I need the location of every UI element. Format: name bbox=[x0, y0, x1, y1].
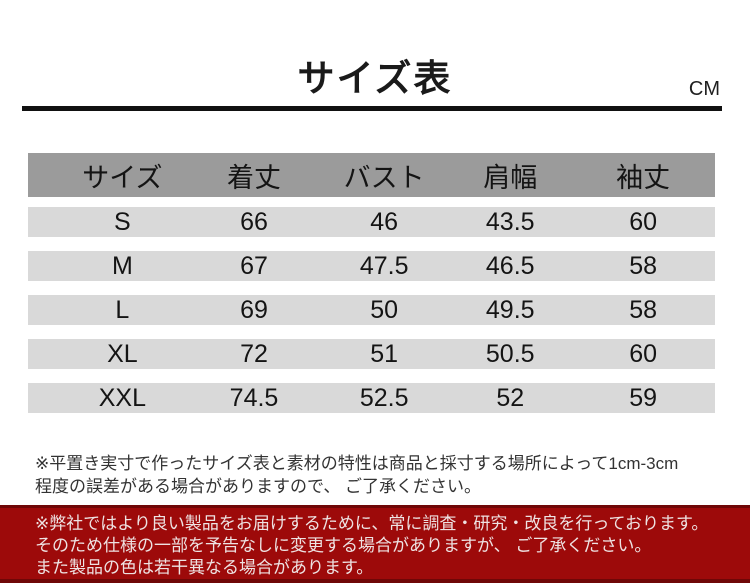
cell-shoulder: 43.5 bbox=[485, 207, 535, 236]
header-cell-size: サイズ bbox=[82, 162, 163, 193]
tolerance-note-line2: 程度の誤差がある場合がありますので、 ご了承ください。 bbox=[35, 477, 482, 496]
cell-shoulder: 49.5 bbox=[485, 295, 535, 324]
page-title: サイズ表 bbox=[297, 58, 453, 99]
table-row-xl: XL 72 51 50.5 60 bbox=[28, 339, 715, 369]
header-cell-sleeve: 袖丈 bbox=[616, 162, 671, 193]
unit-label: CM bbox=[688, 78, 720, 100]
cell-length: 72 bbox=[240, 339, 268, 368]
notice-banner-line2: そのため仕様の一部を予告なしに変更する場合がありますが、 ご了承ください。 bbox=[35, 536, 652, 555]
cell-shoulder: 46.5 bbox=[485, 251, 535, 280]
cell-sleeve: 59 bbox=[629, 383, 658, 412]
cell-length: 66 bbox=[240, 207, 268, 236]
cell-size: L bbox=[115, 295, 130, 324]
notice-banner-line3: また製品の色は若干異なる場合があります。 bbox=[35, 558, 374, 577]
table-row-s: S 66 46 43.5 60 bbox=[28, 207, 715, 237]
cell-bust: 47.5 bbox=[359, 251, 409, 280]
cell-bust: 50 bbox=[370, 295, 399, 324]
cell-sleeve: 58 bbox=[629, 251, 658, 280]
size-table-header-row: サイズ 着丈 バスト 肩幅 袖丈 bbox=[28, 153, 715, 197]
cell-size: XXL bbox=[98, 383, 146, 412]
table-row-xxl: XXL 74.5 52.5 52 59 bbox=[28, 383, 715, 413]
notice-banner-line1: ※弊社ではより良い製品をお届けするために、常に調査・研究・改良を行っております。 bbox=[35, 514, 709, 533]
tolerance-note-line1: ※平置き実寸で作ったサイズ表と素材の特性は商品と採寸する場所によって1cm-3c… bbox=[35, 454, 679, 473]
header-cell-length: 着丈 bbox=[227, 162, 281, 193]
cell-size: M bbox=[111, 251, 133, 280]
table-row-m: M 67 47.5 46.5 58 bbox=[28, 251, 715, 281]
cell-length: 69 bbox=[240, 295, 268, 324]
cell-bust: 46 bbox=[370, 207, 399, 236]
title-divider bbox=[22, 106, 722, 111]
notice-banner: ※弊社ではより良い製品をお届けするために、常に調査・研究・改良を行っております。… bbox=[0, 505, 750, 583]
cell-sleeve: 58 bbox=[629, 295, 658, 324]
table-row-l: L 69 50 49.5 58 bbox=[28, 295, 715, 325]
cell-sleeve: 60 bbox=[629, 207, 658, 236]
cell-length: 74.5 bbox=[229, 383, 279, 412]
tolerance-note: ※平置き実寸で作ったサイズ表と素材の特性は商品と採寸する場所によって1cm-3c… bbox=[35, 452, 735, 498]
header-cell-shoulder: 肩幅 bbox=[483, 162, 538, 193]
cell-length: 67 bbox=[240, 251, 268, 280]
size-table: サイズ 着丈 バスト 肩幅 袖丈 S 66 46 43.5 60 M 67 47… bbox=[28, 153, 715, 427]
cell-bust: 52.5 bbox=[359, 383, 409, 412]
cell-shoulder: 52 bbox=[496, 383, 525, 412]
header-cell-bust: バスト bbox=[343, 162, 425, 193]
cell-bust: 51 bbox=[370, 339, 399, 368]
cell-size: XL bbox=[107, 339, 138, 368]
cell-sleeve: 60 bbox=[629, 339, 658, 368]
cell-size: S bbox=[114, 207, 131, 236]
cell-shoulder: 50.5 bbox=[485, 339, 535, 368]
